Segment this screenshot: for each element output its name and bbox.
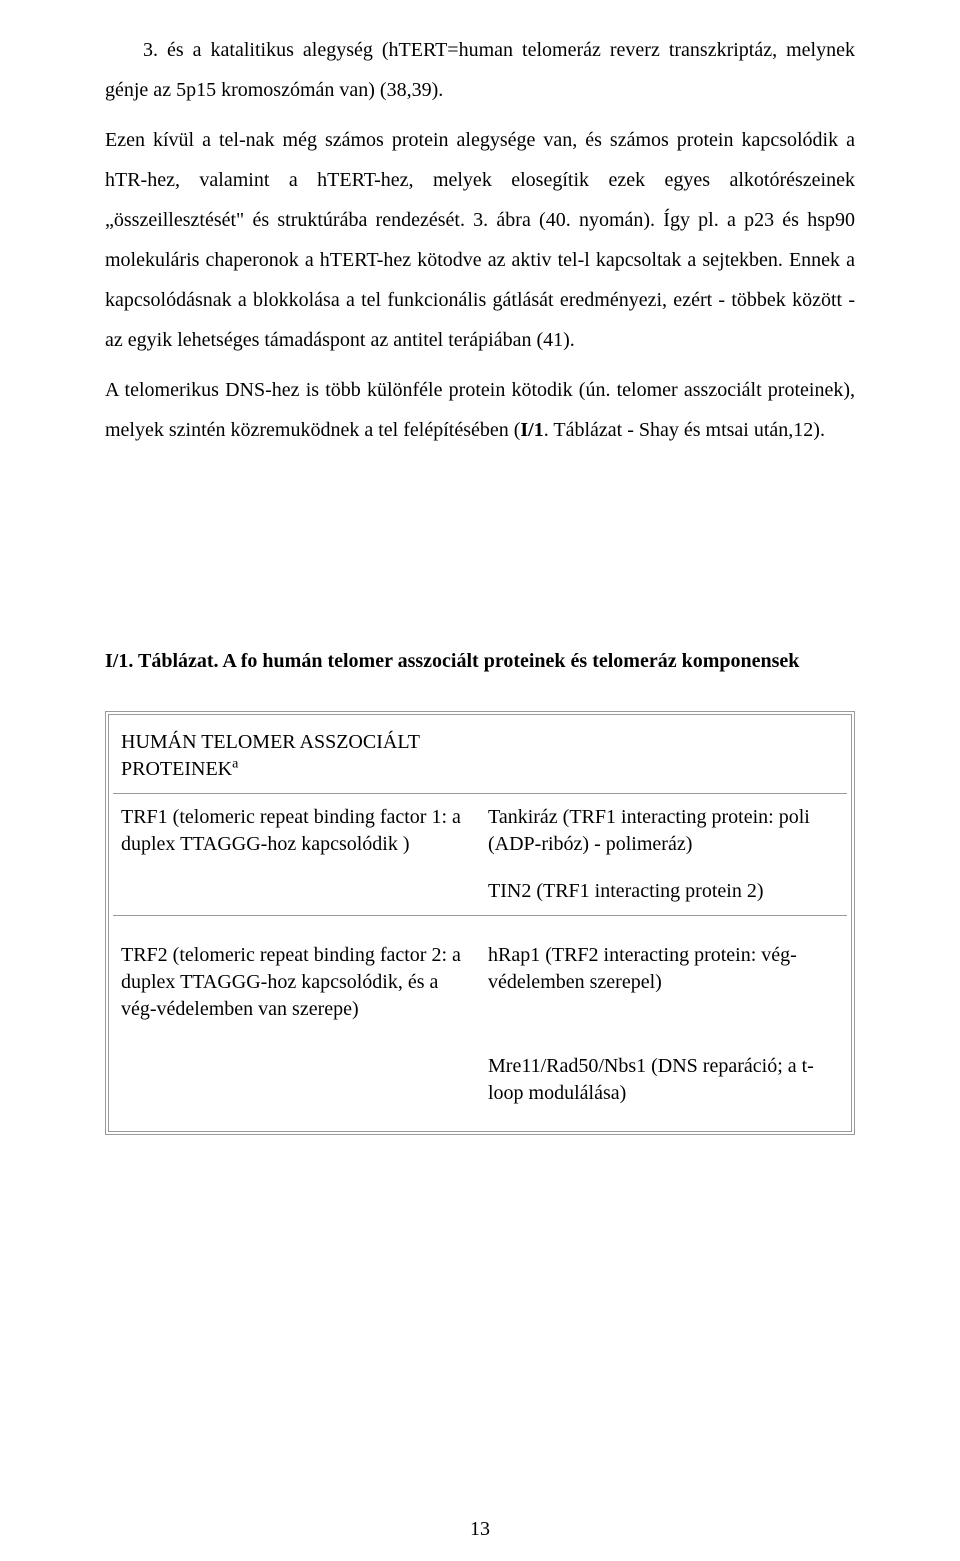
table-row: Mre11/Rad50/Nbs1 (DNS reparáció; a t-loo… bbox=[113, 1033, 847, 1127]
proteins-table-wrapper: HUMÁN TELOMER ASSZOCIÁLT PROTEINEKa TRF1… bbox=[105, 711, 855, 1135]
page-number: 13 bbox=[0, 1518, 960, 1541]
proteins-table: HUMÁN TELOMER ASSZOCIÁLT PROTEINEKa TRF1… bbox=[113, 719, 847, 1127]
paragraph-2: Ezen kívül a tel-nak még számos protein … bbox=[105, 120, 855, 360]
paragraph-3-c: . Táblázat - Shay és mtsai után,12). bbox=[544, 419, 825, 441]
paragraph-3-b: I/1 bbox=[520, 419, 543, 441]
cell-trf1-right: Tankiráz (TRF1 interacting protein: poli… bbox=[480, 794, 847, 869]
paragraph-1: 3. és a katalitikus alegység (hTERT=huma… bbox=[105, 30, 855, 110]
table-header-right bbox=[480, 719, 847, 794]
cell-tin2: TIN2 (TRF1 interacting protein 2) bbox=[480, 868, 847, 916]
table-header-left: HUMÁN TELOMER ASSZOCIÁLT PROTEINEKa bbox=[113, 719, 480, 794]
cell-empty bbox=[113, 1033, 480, 1127]
header-line-2a: PROTEINEK bbox=[121, 758, 232, 780]
header-sup: a bbox=[232, 756, 238, 771]
cell-trf2-left: TRF2 (telomeric repeat binding factor 2:… bbox=[113, 916, 480, 1034]
table-row: TRF2 (telomeric repeat binding factor 2:… bbox=[113, 916, 847, 1034]
header-line-1: HUMÁN TELOMER ASSZOCIÁLT bbox=[121, 731, 420, 753]
document-page: 3. és a katalitikus alegység (hTERT=huma… bbox=[0, 0, 960, 1561]
table-row: TIN2 (TRF1 interacting protein 2) bbox=[113, 868, 847, 916]
cell-trf2-right: hRap1 (TRF2 interacting protein: vég-véd… bbox=[480, 916, 847, 1034]
spacer bbox=[105, 460, 855, 650]
table-row: HUMÁN TELOMER ASSZOCIÁLT PROTEINEKa bbox=[113, 719, 847, 794]
table-caption: I/1. Táblázat. A fo humán telomer asszoc… bbox=[105, 650, 855, 673]
cell-mre11: Mre11/Rad50/Nbs1 (DNS reparáció; a t-loo… bbox=[480, 1033, 847, 1127]
table-row: TRF1 (telomeric repeat binding factor 1:… bbox=[113, 794, 847, 869]
paragraph-3: A telomerikus DNS-hez is több különféle … bbox=[105, 370, 855, 450]
cell-trf1-left: TRF1 (telomeric repeat binding factor 1:… bbox=[113, 794, 480, 869]
cell-empty bbox=[113, 868, 480, 916]
